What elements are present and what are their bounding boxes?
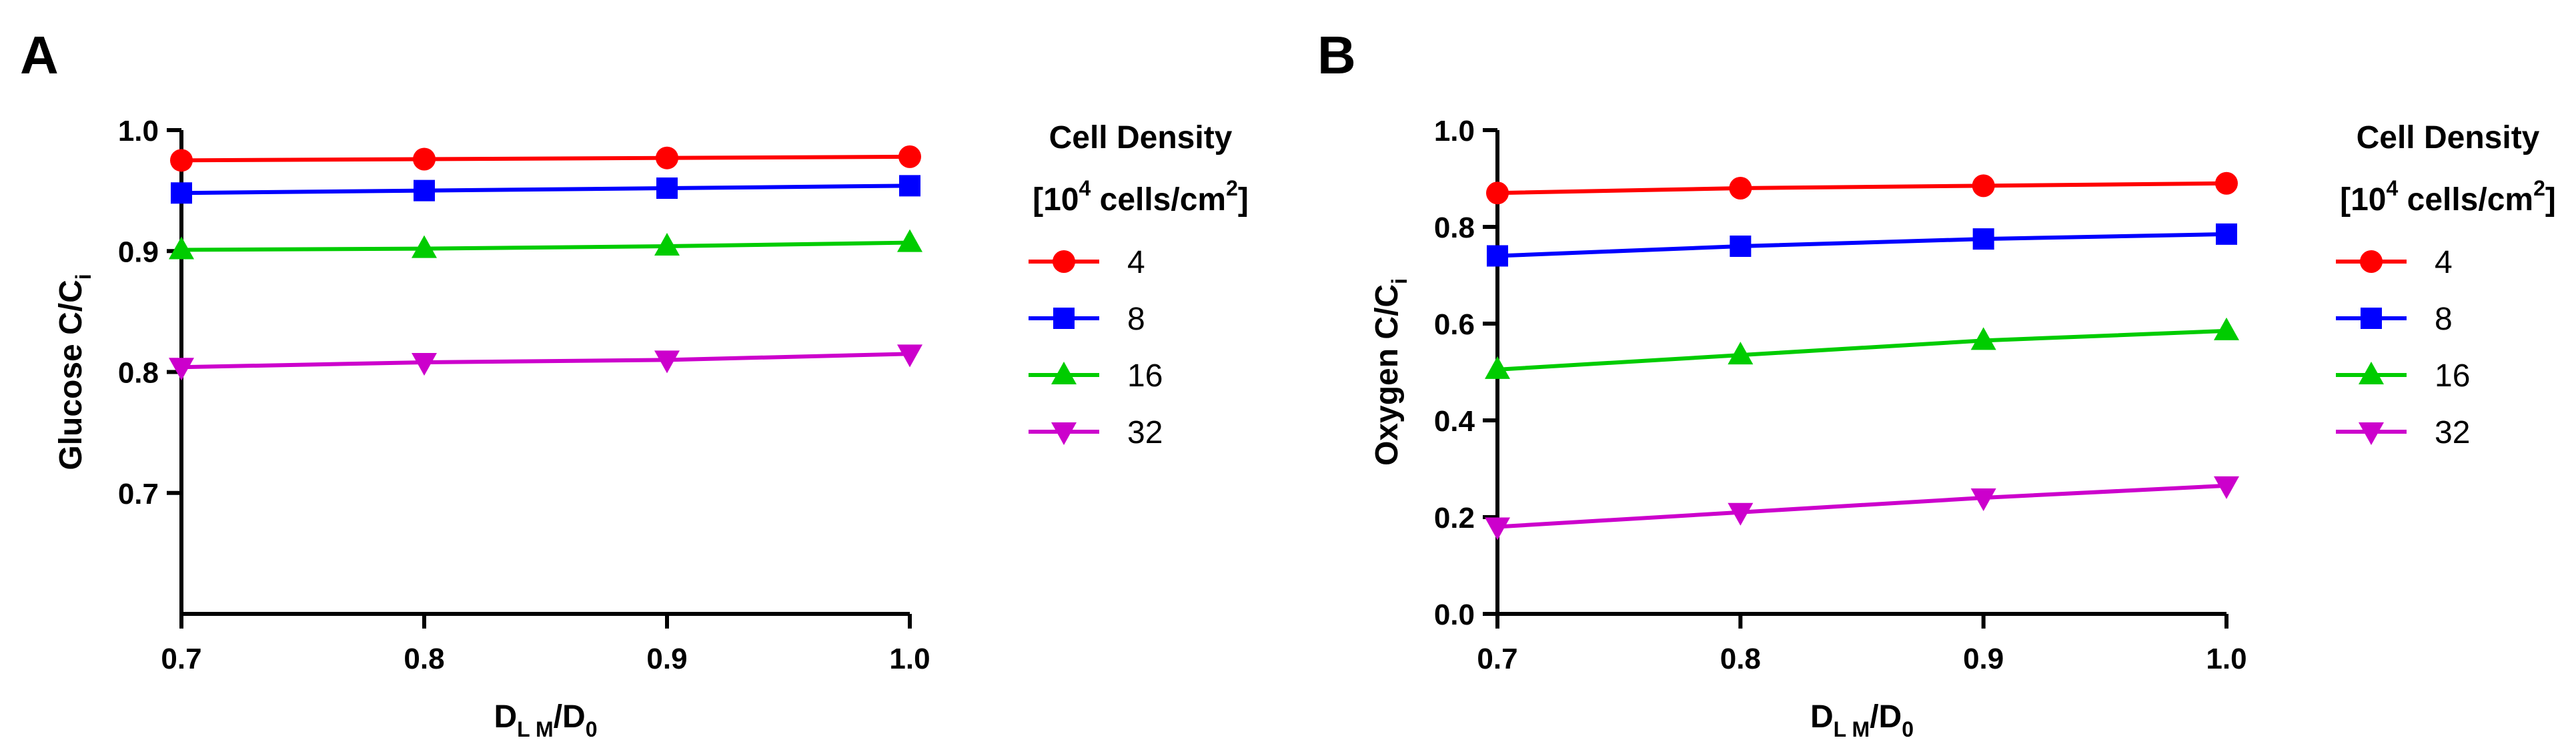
data-point-32 — [1728, 502, 1754, 526]
y-tick-label: 0.8 — [118, 357, 159, 390]
legend-label-32: 32 — [1127, 415, 1163, 450]
data-point-16 — [1970, 327, 1996, 350]
data-point-16 — [654, 233, 680, 256]
legend-title-line2: [104 cells/cm2] — [2340, 176, 2556, 218]
x-axis-title: DL M/D0 — [494, 699, 598, 741]
legend-label-4: 4 — [2435, 245, 2453, 280]
data-point-4 — [2215, 171, 2238, 195]
legend-marker-32 — [1051, 422, 1077, 445]
x-tick-label: 0.7 — [1477, 643, 1517, 675]
data-point-16 — [1728, 342, 1754, 365]
x-tick-label: 0.8 — [1720, 643, 1761, 675]
y-axis-title: Oxygen C/Ci — [1369, 278, 1411, 466]
series-line-16 — [1497, 328, 2227, 372]
y-tick-label: 0.9 — [118, 236, 159, 268]
series-line-16 — [181, 240, 910, 252]
panel-b: B 0.0 0.2 0.4 0.6 0.8 1.0 0.7 0.8 0.9 1.0 DL M/D0 O… — [1317, 25, 2556, 741]
series-line-32 — [181, 352, 910, 370]
legend-title-line1: Cell Density — [1049, 120, 1233, 155]
y-tick-label: 1.0 — [1434, 115, 1475, 147]
legend-label-16: 16 — [1127, 358, 1163, 394]
legend-title-line2: [104 cells/cm2] — [1033, 176, 1249, 218]
data-point-8 — [1487, 245, 1508, 267]
legend-marker-4 — [1053, 250, 1075, 273]
data-point-4 — [1729, 177, 1752, 200]
data-point-8 — [414, 179, 435, 202]
data-point-4 — [898, 145, 921, 168]
data-point-32 — [412, 353, 437, 376]
x-tick-label: 0.7 — [161, 643, 201, 675]
plot-marks: 0.7 0.8 0.9 1.0 0.7 0.8 0.9 1.0 DL M/D0 Glucose C… — [53, 115, 930, 741]
data-point-32 — [897, 344, 922, 368]
data-point-8 — [656, 177, 678, 199]
data-point-8 — [1730, 236, 1752, 257]
series-line-4 — [1497, 181, 2227, 196]
y-tick-label: 1.0 — [118, 115, 159, 147]
legend: Cell Density [104 cells/cm2] 4 8 16 32 — [1029, 120, 1249, 450]
legend-label-4: 4 — [1127, 245, 1145, 280]
series-line-8 — [181, 183, 910, 196]
data-point-4 — [170, 149, 193, 172]
data-point-4 — [1486, 181, 1509, 205]
data-point-32 — [654, 350, 680, 374]
legend-label-32: 32 — [2435, 415, 2470, 450]
legend-marker-16 — [2359, 362, 2384, 384]
data-point-8 — [2216, 223, 2237, 245]
legend: Cell Density [104 cells/cm2] 4 8 16 32 — [2336, 120, 2556, 450]
legend-marker-8 — [1053, 308, 1075, 329]
data-point-32 — [2214, 476, 2239, 499]
panel-letter: A — [20, 25, 59, 85]
legend-label-8: 8 — [1127, 302, 1145, 337]
data-point-16 — [169, 236, 194, 260]
y-tick-label: 0.6 — [1434, 308, 1475, 341]
data-point-16 — [412, 235, 437, 258]
data-point-32 — [169, 358, 194, 381]
series-line-32 — [1497, 483, 2227, 529]
data-point-16 — [897, 229, 922, 252]
panel-a: A 0.7 0.8 0.9 1.0 0.7 0.8 0.9 1.0 DL M/D0 Glucose… — [20, 25, 1249, 741]
x-tick-label: 1.0 — [2206, 643, 2246, 675]
x-tick-label: 0.9 — [646, 643, 687, 675]
x-tick-label: 1.0 — [889, 643, 930, 675]
y-tick-label: 0.2 — [1434, 502, 1475, 534]
data-point-4 — [656, 146, 678, 169]
y-axis-title: Glucose C/Ci — [53, 274, 95, 470]
data-point-4 — [413, 147, 436, 171]
data-point-8 — [899, 175, 920, 197]
panel-letter: B — [1317, 25, 1356, 85]
x-tick-label: 0.8 — [404, 643, 444, 675]
x-axis-title: DL M/D0 — [1810, 699, 1914, 741]
data-point-4 — [1972, 174, 1995, 198]
legend-label-8: 8 — [2435, 302, 2453, 337]
plot-marks: 0.0 0.2 0.4 0.6 0.8 1.0 0.7 0.8 0.9 1.0 DL M/D0 Oxy… — [1369, 115, 2247, 741]
y-tick-label: 0.7 — [118, 478, 159, 510]
data-point-16 — [2214, 317, 2239, 340]
y-tick-label: 0.0 — [1434, 599, 1475, 631]
series-line-8 — [1497, 232, 2227, 258]
data-point-8 — [171, 182, 192, 204]
data-point-16 — [1485, 356, 1510, 379]
legend-label-16: 16 — [2435, 358, 2470, 394]
x-tick-label: 0.9 — [1963, 643, 2004, 675]
legend-title-line1: Cell Density — [2357, 120, 2540, 155]
data-point-32 — [1970, 488, 1996, 511]
series-line-4 — [181, 154, 910, 163]
y-tick-label: 0.4 — [1434, 405, 1475, 438]
data-point-8 — [1972, 228, 1994, 250]
legend-marker-32 — [2359, 422, 2384, 445]
legend-marker-16 — [1051, 362, 1077, 384]
y-tick-label: 0.8 — [1434, 212, 1475, 244]
legend-marker-8 — [2361, 308, 2382, 329]
legend-marker-4 — [2360, 250, 2383, 273]
data-point-32 — [1485, 517, 1510, 540]
